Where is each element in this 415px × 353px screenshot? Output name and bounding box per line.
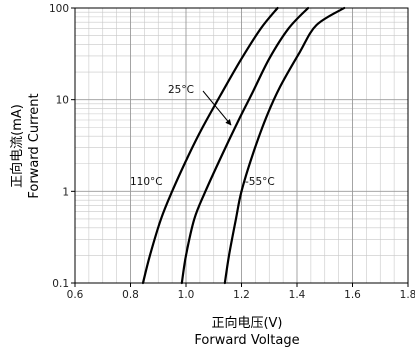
x-tick-label: 1.4 — [289, 289, 306, 301]
annotation-110c: 110°C — [130, 176, 163, 188]
y-tick-label: 100 — [49, 3, 69, 15]
x-axis-title: Forward Voltage — [194, 333, 299, 348]
x-tick-label: 1.0 — [178, 289, 195, 301]
curve-110c — [141, 6, 279, 285]
x-tick-label: 1.8 — [400, 289, 415, 301]
annotation-25c-arrow — [202, 90, 232, 126]
y-axis-title-cn: 正向电流(mA) — [9, 104, 25, 188]
y-tick-label: 10 — [56, 95, 69, 107]
curves — [141, 6, 346, 285]
x-axis-title-cn: 正向电压(V) — [211, 315, 282, 331]
x-tick-labels: 0.6 0.8 1.0 1.2 1.4 1.6 1.8 — [67, 283, 415, 301]
curve-minus55c — [223, 6, 346, 285]
y-tick-labels: 0.1 1 10 100 — [49, 3, 75, 290]
x-tick-label: 0.8 — [122, 289, 139, 301]
y-axis-title: Forward Current — [27, 93, 42, 198]
y-tick-label: 1 — [62, 186, 69, 198]
y-tick-label: 0.1 — [52, 278, 69, 290]
annotation-minus55c: -55°C — [245, 176, 275, 188]
curve-25c — [180, 6, 310, 285]
x-tick-label: 0.6 — [67, 289, 84, 301]
x-tick-label: 1.2 — [233, 289, 250, 301]
annotation-25c: 25°C — [168, 84, 194, 96]
x-tick-label: 1.6 — [344, 289, 361, 301]
